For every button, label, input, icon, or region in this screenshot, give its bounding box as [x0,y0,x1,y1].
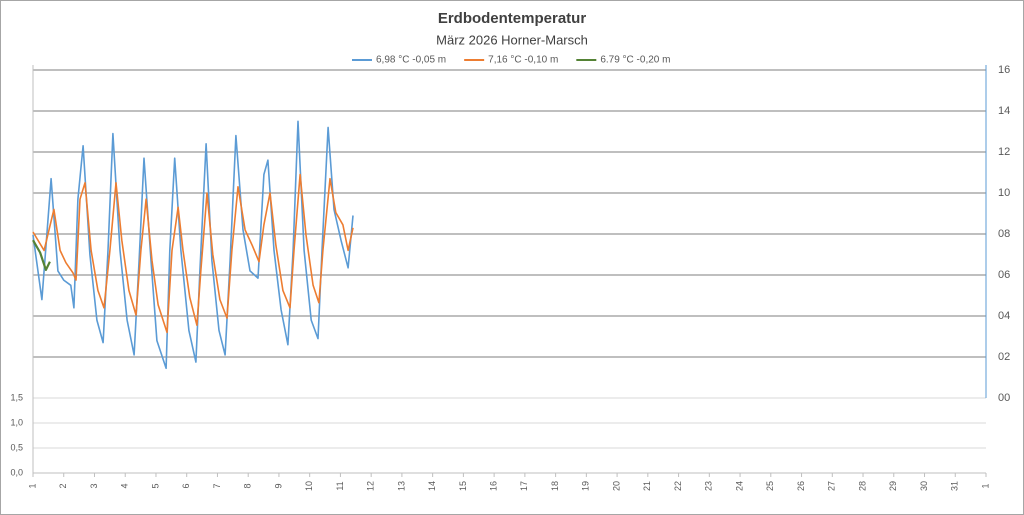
x-tick-label: 2 [58,483,68,488]
legend-label: 6,98 °C -0,05 m [376,55,446,66]
legend-label: 6.79 °C -0,20 m [600,55,670,66]
x-tick-label: 14 [427,481,437,491]
x-tick-label: 19 [581,481,591,491]
x-tick-label: 11 [335,481,345,490]
legend-label: 7,16 °C -0,10 m [488,55,558,66]
x-tick-label: 23 [704,481,714,491]
x-tick-label: 22 [673,481,683,491]
y-tick-label: 06 [998,269,1010,281]
y-tick-label: 02 [998,351,1010,363]
x-tick-label: 1 [980,483,990,488]
y-tick-label: 1,0 [10,417,23,427]
x-tick-label: 10 [304,481,314,491]
x-tick-label: 3 [89,483,99,488]
x-tick-label: 16 [489,481,499,491]
x-tick-label: 28 [857,481,867,491]
x-tick-label: 31 [950,481,960,491]
x-tick-label: 1 [27,483,37,488]
y-tick-label: 16 [998,64,1010,76]
x-tick-label: 8 [243,483,253,488]
x-tick-label: 15 [458,481,468,491]
x-tick-label: 26 [796,481,806,491]
x-tick-label: 12 [366,481,376,491]
x-tick-label: 24 [734,481,744,491]
y-tick-label: 0,5 [10,442,23,452]
x-tick-label: 4 [120,483,130,488]
x-tick-label: 27 [827,481,837,491]
x-tick-label: 18 [550,481,560,491]
x-tick-label: 9 [273,483,283,488]
x-tick-label: 30 [919,481,929,491]
y-tick-label: 1,5 [10,392,23,402]
y-tick-label: 10 [998,187,1010,199]
series-line [32,239,51,271]
y-tick-label: 08 [998,228,1010,240]
series-line [32,173,354,334]
chart-title: Erdbodentemperatur [438,10,587,27]
x-tick-label: 20 [611,481,621,491]
x-tick-label: 17 [519,481,529,491]
y-tick-label: 00 [998,392,1010,404]
x-tick-label: 6 [181,483,191,488]
x-tick-label: 21 [642,481,652,491]
x-tick-label: 7 [212,483,222,488]
x-tick-label: 5 [150,483,160,488]
x-tick-label: 13 [396,481,406,491]
y-tick-label: 0,0 [10,467,23,477]
y-tick-label: 12 [998,146,1010,158]
x-tick-label: 25 [765,481,775,491]
chart-subtitle: März 2026 Horner-Marsch [436,32,588,47]
y-tick-label: 14 [998,105,1010,117]
x-tick-label: 29 [888,481,898,491]
y-tick-label: 04 [998,310,1010,322]
